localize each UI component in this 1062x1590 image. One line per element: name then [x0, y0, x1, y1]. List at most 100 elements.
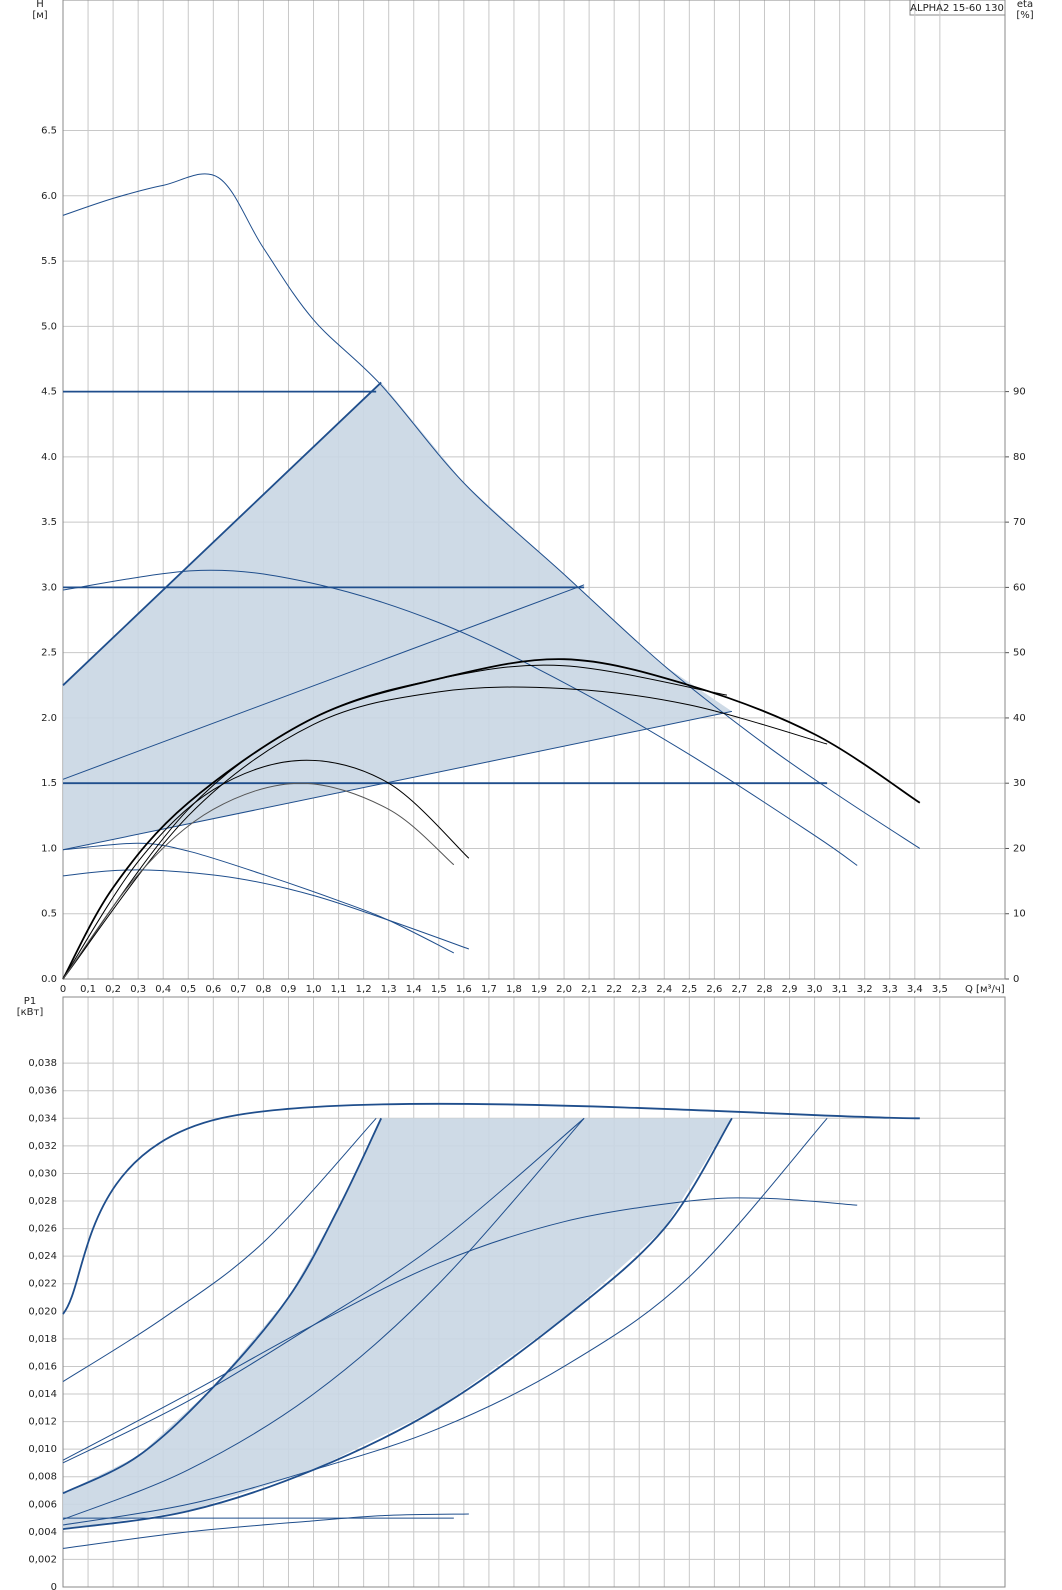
y-axis-label: H: [36, 0, 44, 10]
y2-tick-label: 50: [1013, 648, 1026, 659]
x-tick-label: 2,6: [706, 984, 722, 995]
y-tick-label: 6.5: [41, 126, 57, 137]
x-tick-label: 2,2: [606, 984, 622, 995]
y2-tick-label: 60: [1013, 582, 1026, 593]
curve: [62, 686, 828, 980]
y-tick-label: 0,026: [28, 1224, 57, 1235]
y2-tick-label: 90: [1013, 387, 1026, 398]
x-tick-label: 2,7: [731, 984, 747, 995]
y-axis-unit: [м]: [32, 10, 47, 21]
x-tick-label: 0,2: [105, 984, 121, 995]
y-tick-label: 0,014: [28, 1389, 57, 1400]
y2-axis-label: eta: [1017, 0, 1033, 10]
x-tick-label: 0,8: [255, 984, 271, 995]
x-tick-label: 1,5: [431, 984, 447, 995]
y-tick-label: 0,008: [28, 1472, 57, 1483]
y-tick-label: 2.5: [41, 648, 57, 659]
y-axis-label: P1: [24, 996, 36, 1007]
y2-tick-label: 40: [1013, 713, 1026, 724]
x-tick-label: 2,1: [581, 984, 597, 995]
operating-area: [63, 382, 732, 850]
x-tick-label: 0: [60, 984, 66, 995]
x-tick-label: 0,4: [155, 984, 171, 995]
x-tick-label: 2,9: [782, 984, 798, 995]
x-tick-label: 1,0: [306, 984, 322, 995]
x-tick-label: 1,6: [456, 984, 472, 995]
y-axis-unit: [кВт]: [17, 1007, 44, 1018]
x-tick-label: 1,4: [406, 984, 422, 995]
annotation: ALPHA2 15-60 130: [910, 3, 1004, 14]
x-tick-label: 3,4: [907, 984, 923, 995]
curve: [62, 1117, 733, 1530]
curve: [62, 569, 858, 866]
y-tick-label: 4.0: [41, 452, 57, 463]
y-tick-label: 3.0: [41, 582, 57, 593]
x-tick-label: 2,0: [556, 984, 572, 995]
y-tick-label: 0,006: [28, 1499, 57, 1510]
y-tick-label: 0,038: [28, 1058, 57, 1069]
x-tick-label: 0,5: [180, 984, 196, 995]
curve: [62, 381, 382, 686]
y-tick-label: 0,034: [28, 1113, 57, 1124]
y2-tick-label: 0: [1013, 974, 1019, 985]
y2-tick-label: 70: [1013, 517, 1026, 528]
x-tick-label: 1,3: [381, 984, 397, 995]
curve: [62, 1117, 585, 1520]
curve: [62, 842, 455, 954]
y-tick-label: 0,018: [28, 1334, 57, 1345]
curve: [62, 664, 727, 980]
plot-frame: [62, 0, 1006, 980]
x-tick-label: 1,2: [356, 984, 372, 995]
y-tick-label: 0,016: [28, 1361, 57, 1372]
x-tick-label: 2,8: [757, 984, 773, 995]
x-tick-label: 2,3: [631, 984, 647, 995]
y-tick-label: 1.0: [41, 843, 57, 854]
y-tick-label: 0,032: [28, 1141, 57, 1152]
x-tick-label: 1,1: [331, 984, 347, 995]
x-tick-label: 1,9: [531, 984, 547, 995]
y-tick-label: 0,020: [28, 1306, 57, 1317]
y-tick-label: 5.5: [41, 256, 57, 267]
x-tick-label: 0,1: [80, 984, 96, 995]
curve: [62, 1117, 377, 1383]
y-tick-label: 0: [51, 1582, 57, 1590]
y2-axis-unit: [%]: [1016, 10, 1033, 21]
x-tick-label: 0,9: [281, 984, 297, 995]
y-tick-label: 2.0: [41, 713, 57, 724]
x-tick-label: 0,3: [130, 984, 146, 995]
y-tick-label: 5.0: [41, 321, 57, 332]
y-tick-label: 0,030: [28, 1168, 57, 1179]
y-tick-label: 0,024: [28, 1251, 57, 1262]
x-axis-label: Q [м³/ч]: [965, 984, 1005, 995]
curve: [62, 782, 455, 980]
plot-frame: [62, 996, 1006, 1588]
x-tick-label: 3,2: [857, 984, 873, 995]
y-tick-label: 6.0: [41, 191, 57, 202]
y-tick-label: 1.5: [41, 778, 57, 789]
y-tick-label: 0,028: [28, 1196, 57, 1207]
curve: [62, 1513, 469, 1549]
x-tick-label: 3,3: [882, 984, 898, 995]
y-tick-label: 0,002: [28, 1554, 57, 1565]
x-tick-label: 2,5: [681, 984, 697, 995]
y2-tick-label: 80: [1013, 452, 1026, 463]
x-tick-label: 1,8: [506, 984, 522, 995]
curve: [62, 1117, 828, 1526]
curve: [62, 710, 733, 851]
y-tick-label: 0.0: [41, 974, 57, 985]
y-tick-label: 4.5: [41, 387, 57, 398]
x-tick-label: 0,6: [205, 984, 221, 995]
curve: [62, 1117, 382, 1495]
curve: [62, 584, 585, 780]
y-tick-label: 0,022: [28, 1279, 57, 1290]
y-tick-label: 0,010: [28, 1444, 57, 1455]
x-tick-label: 3,5: [932, 984, 948, 995]
y2-tick-label: 30: [1013, 778, 1026, 789]
x-tick-label: 3,1: [832, 984, 848, 995]
curve: [62, 1102, 920, 1315]
y2-tick-label: 20: [1013, 843, 1026, 854]
curve: [62, 1197, 858, 1461]
y-tick-label: 0,004: [28, 1527, 57, 1538]
curve: [62, 173, 921, 849]
